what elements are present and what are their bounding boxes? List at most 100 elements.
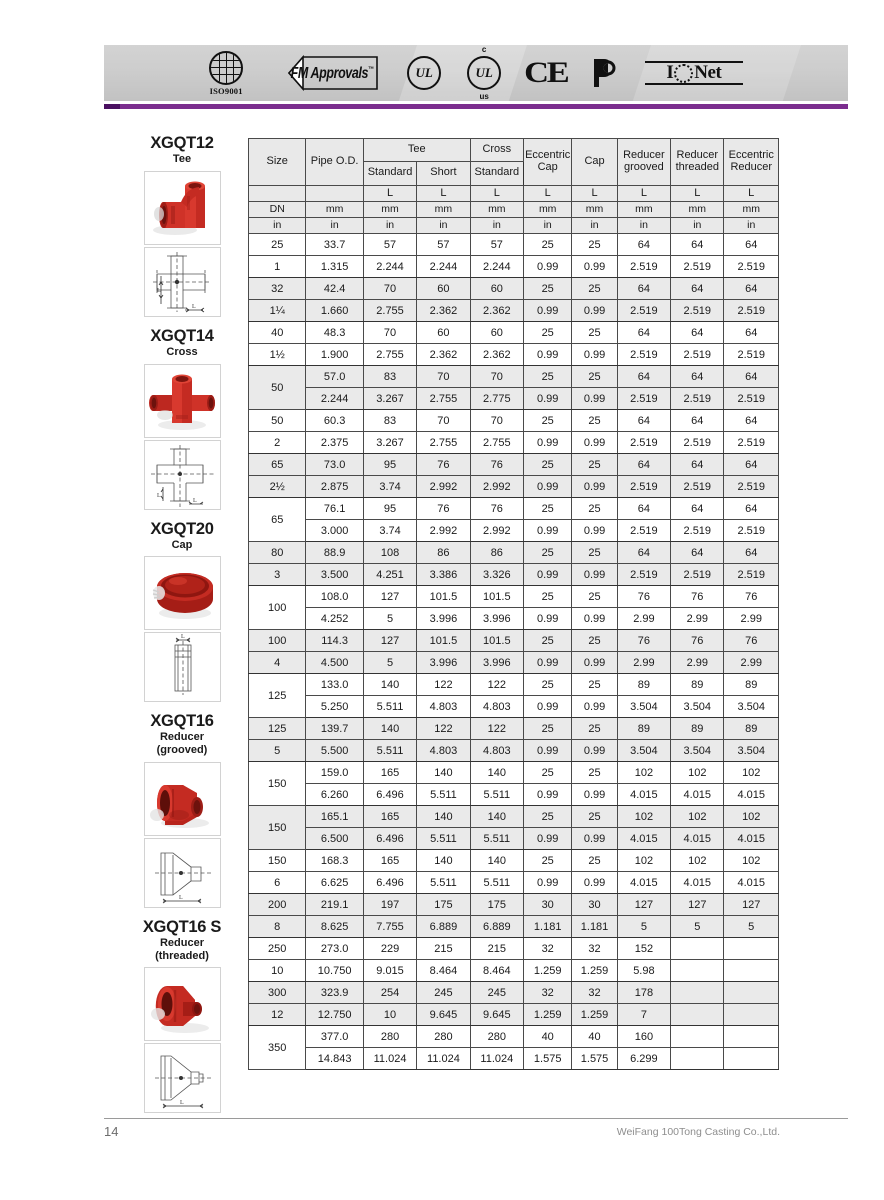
certification-banner: ISO9001 FM Approvals™ UL c UL us CE I: [104, 45, 848, 101]
product-xgqt20[interactable]: XGQT20 Cap: [128, 520, 236, 703]
product-name: Tee: [172, 153, 192, 166]
col-header-size: Size: [247, 138, 307, 186]
cell-eccentric-reducer-in: 2.99: [723, 651, 779, 674]
cell-eccentric-reducer-in: 2.519: [723, 475, 779, 498]
cell-cap-mm: 32: [571, 937, 618, 960]
cell-reducer-threaded-in: 2.519: [670, 475, 725, 498]
cell-reducer-grooved-mm: 64: [616, 365, 672, 388]
fm-approvals-diamond-icon: [288, 54, 378, 92]
cell-cap-in: 0.99: [571, 695, 618, 718]
cell-tee-standard-mm: 83: [362, 365, 418, 388]
header-row-subgroup: Standard Short Standard: [249, 160, 779, 187]
cell-reducer-grooved-in: 2.519: [616, 343, 672, 366]
cell-eccentric-cap-mm: 25: [523, 277, 573, 300]
table-row: 200 219.1 197 175 175 30 30 127 127 127: [247, 893, 779, 916]
cell-tee-short-in: 2.992: [416, 519, 471, 542]
cell-eccentric-reducer-in: 2.519: [723, 387, 779, 410]
cell-reducer-threaded-mm: 64: [670, 365, 725, 388]
table-row: 125 139.7 140 122 122 25 25 89 89 89: [247, 717, 779, 740]
table-row: 150 168.3 165 140 140 25 25 102 102 102: [247, 849, 779, 872]
dim-symbol-cross-standard: L: [469, 185, 525, 202]
product-xgqt16[interactable]: XGQT16 Reducer (grooved): [128, 712, 236, 908]
table-row: 350 377.0 280 280 280 40 40 160: [247, 1025, 779, 1070]
cell-eccentric-cap-in: 0.99: [523, 475, 573, 498]
cell-tee-standard-mm: 57: [362, 233, 418, 256]
product-code: XGQT12: [150, 134, 214, 152]
cell-pipe-od-mm: 168.3: [305, 849, 364, 872]
purple-divider-cap: [104, 104, 120, 109]
cell-eccentric-reducer-in: [723, 1047, 779, 1070]
cell-tee-short-in: 2.244: [416, 255, 471, 278]
cell-reducer-grooved-mm: 64: [616, 321, 672, 344]
cell-pipe-od-mm: 76.1: [305, 497, 364, 520]
cell-tee-short-in: 6.889: [416, 915, 471, 938]
cell-eccentric-reducer-mm: [723, 981, 779, 1004]
cell-eccentric-reducer-mm: 102: [723, 805, 779, 828]
cell-size-in: 3: [247, 563, 307, 586]
cell-tee-short-mm: 140: [416, 849, 471, 872]
cell-eccentric-reducer-mm: 76: [723, 629, 779, 652]
cell-eccentric-cap-mm: 25: [523, 365, 573, 388]
cell-cross-standard-mm: 70: [469, 365, 525, 388]
cell-cap-in: 0.99: [571, 475, 618, 498]
table-row: 3 3.500 4.251 3.386 3.326 0.99 0.99 2.519 2.519 2…: [247, 563, 779, 586]
table-row: 4 4.500 5 3.996 3.996 0.99 0.99 2.99 2.99 2.99: [247, 651, 779, 674]
cell-reducer-threaded-in: 2.99: [670, 607, 725, 630]
cell-eccentric-cap-mm: 25: [523, 629, 573, 652]
iqnet-bottom-bar: [644, 82, 743, 86]
product-xgqt16s[interactable]: XGQT16 S Reducer (threaded): [128, 918, 236, 1114]
cell-tee-standard-mm: 70: [362, 321, 418, 344]
cell-reducer-grooved-mm: 102: [616, 805, 672, 828]
svg-text:L: L: [157, 288, 161, 294]
product-code: XGQT20: [150, 519, 214, 538]
cell-cross-standard-mm: 101.5: [469, 585, 525, 608]
dimensions-table-container: Size Pipe O.D. Tee Cross Eccentric Cap Ca…: [247, 138, 779, 1070]
cell-tee-standard-in: 2.755: [362, 343, 418, 366]
cell-eccentric-cap-in: 0.99: [523, 255, 573, 278]
cell-cross-standard-mm: 215: [469, 937, 525, 960]
cell-eccentric-cap-in: 0.99: [523, 827, 573, 850]
cell-cross-standard-in: 11.024: [469, 1047, 525, 1070]
footer-divider: [104, 1118, 848, 1119]
cell-size: 65: [247, 497, 307, 542]
col-header-tee-short: Short: [416, 160, 471, 187]
cell-eccentric-reducer-in: 3.504: [723, 739, 779, 762]
cell-pipe-od-mm: 114.3: [305, 629, 364, 652]
dim-symbol-eccentric-cap: L: [523, 185, 573, 202]
cell-tee-short-in: 5.511: [416, 827, 471, 850]
cell-tee-standard-in: 3.74: [362, 519, 418, 542]
cell-cross-standard-mm: 122: [469, 673, 525, 696]
cell-size: 100: [247, 585, 307, 630]
reducer-grooved-drawing: L: [143, 837, 221, 908]
cell-reducer-grooved-mm: 178: [616, 981, 672, 1004]
cell-eccentric-reducer-in: 4.015: [723, 827, 779, 850]
cell-tee-standard-mm: 108: [362, 541, 418, 564]
cell-pipe-od-mm: 139.7: [305, 717, 364, 740]
cell-tee-standard-in: 6.496: [362, 827, 418, 850]
table-header: Size Pipe O.D. Tee Cross Eccentric Cap Ca…: [247, 138, 779, 234]
cell-size-in: 1¼: [247, 299, 307, 322]
cell-eccentric-reducer-mm: 64: [723, 233, 779, 256]
product-name: Cap: [171, 538, 193, 551]
cell-reducer-threaded-in: 2.519: [670, 255, 725, 278]
cell-tee-standard-in: 2.244: [362, 255, 418, 278]
product-xgqt14[interactable]: XGQT14 Cross: [128, 327, 236, 510]
cell-pipe-od-in: 14.843: [305, 1047, 364, 1070]
table-row: 250 273.0 229 215 215 32 32 152: [247, 937, 779, 960]
cell-tee-standard-in: 5: [362, 607, 418, 630]
cell-cross-standard-in: 6.889: [469, 915, 525, 938]
cul-prefix-label: c: [481, 45, 487, 54]
cell-eccentric-cap-in: 0.99: [523, 299, 573, 322]
cell-tee-standard-mm: 83: [362, 409, 418, 432]
cell-reducer-grooved-mm: 127: [616, 893, 672, 916]
cell-reducer-threaded-mm: [670, 1025, 725, 1048]
cell-reducer-grooved-in: 2.519: [616, 475, 672, 498]
ce-certification: CE: [524, 56, 570, 90]
cell-eccentric-cap-in: 0.99: [523, 563, 573, 586]
cell-size: 150: [247, 805, 307, 850]
col-header-tee-standard: Standard: [362, 160, 418, 187]
svg-text:L: L: [192, 304, 196, 310]
cell-tee-short-mm: 245: [416, 981, 471, 1004]
product-xgqt12[interactable]: XGQT12 Tee: [128, 134, 236, 317]
cell-reducer-threaded-in: 2.99: [670, 651, 725, 674]
